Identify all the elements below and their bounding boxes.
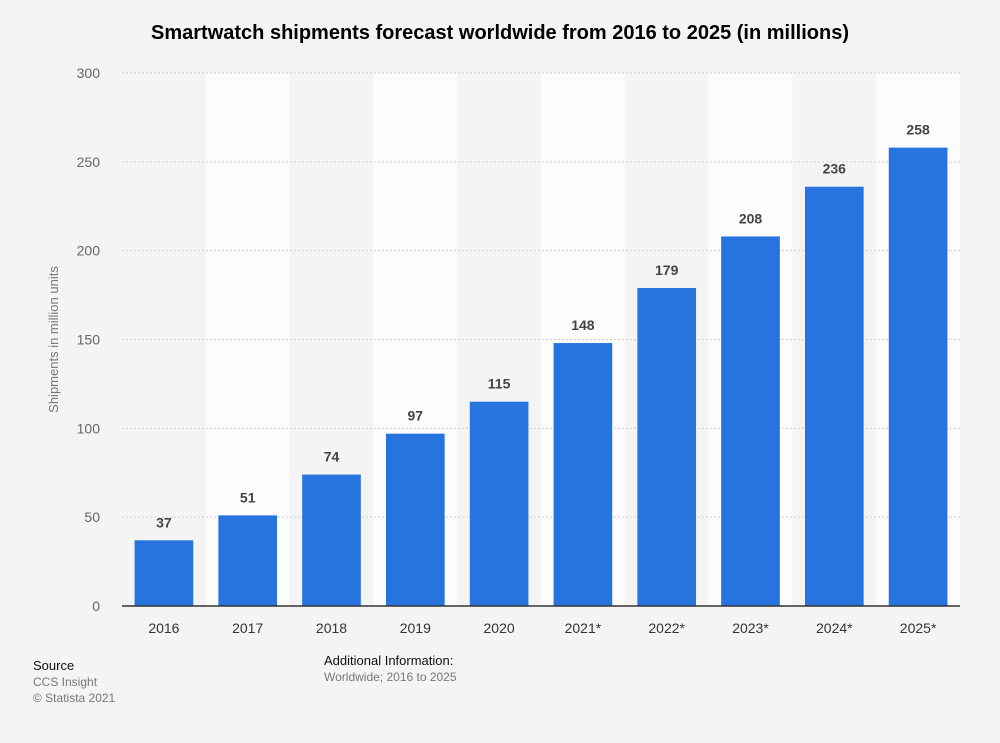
source-line-2: © Statista 2021 — [33, 691, 116, 705]
source-line-1: CCS Insight — [33, 675, 98, 689]
bar — [302, 474, 361, 606]
data-label: 74 — [324, 449, 340, 465]
data-label: 51 — [240, 489, 256, 505]
data-label: 258 — [906, 122, 930, 138]
bar — [553, 343, 613, 606]
bar — [637, 287, 697, 606]
chart-title: Smartwatch shipments forecast worldwide … — [151, 22, 849, 44]
y-tick-label: 200 — [77, 243, 101, 259]
bar — [469, 401, 529, 606]
x-tick-label: 2021* — [565, 620, 602, 636]
y-tick-label: 0 — [92, 598, 100, 614]
x-tick-label: 2025* — [900, 620, 937, 636]
y-tick-label: 150 — [77, 332, 101, 348]
additional-info-heading: Additional Information: — [324, 653, 454, 668]
x-tick-label: 2024* — [816, 620, 853, 636]
x-tick-label: 2023* — [732, 620, 769, 636]
y-tick-label: 300 — [77, 65, 101, 81]
x-tick-label: 2022* — [648, 620, 685, 636]
x-tick-label: 2018 — [316, 620, 347, 636]
data-label: 115 — [488, 376, 511, 392]
y-axis-title: Shipments in million units — [46, 266, 61, 413]
data-label: 148 — [571, 317, 595, 333]
data-label: 236 — [823, 161, 847, 177]
bar — [134, 540, 194, 606]
additional-info-text: Worldwide; 2016 to 2025 — [324, 670, 457, 684]
source-heading: Source — [33, 658, 75, 673]
bar-chart: 0 50 100 150 200 250 300 37 2016 51 2017 74 2018 97 20… — [46, 65, 960, 636]
data-label: 179 — [655, 262, 679, 278]
x-tick-label: 2019 — [400, 620, 431, 636]
y-tick-label: 100 — [77, 420, 101, 436]
bar — [218, 515, 278, 606]
data-label: 208 — [739, 210, 763, 226]
bar — [721, 236, 780, 606]
x-tick-label: 2020 — [484, 620, 515, 636]
data-label: 97 — [408, 408, 424, 424]
x-tick-label: 2017 — [232, 620, 263, 636]
additional-info-block: Additional Information: Worldwide; 2016 … — [324, 653, 457, 685]
source-block: Source CCS Insight © Statista 2021 — [33, 658, 115, 706]
data-label: 37 — [156, 514, 172, 530]
x-tick-label: 2016 — [148, 620, 179, 636]
bar — [888, 147, 948, 606]
bar — [804, 186, 864, 606]
y-tick-label: 50 — [84, 509, 100, 525]
y-tick-label: 250 — [77, 154, 101, 170]
bar — [385, 433, 445, 606]
